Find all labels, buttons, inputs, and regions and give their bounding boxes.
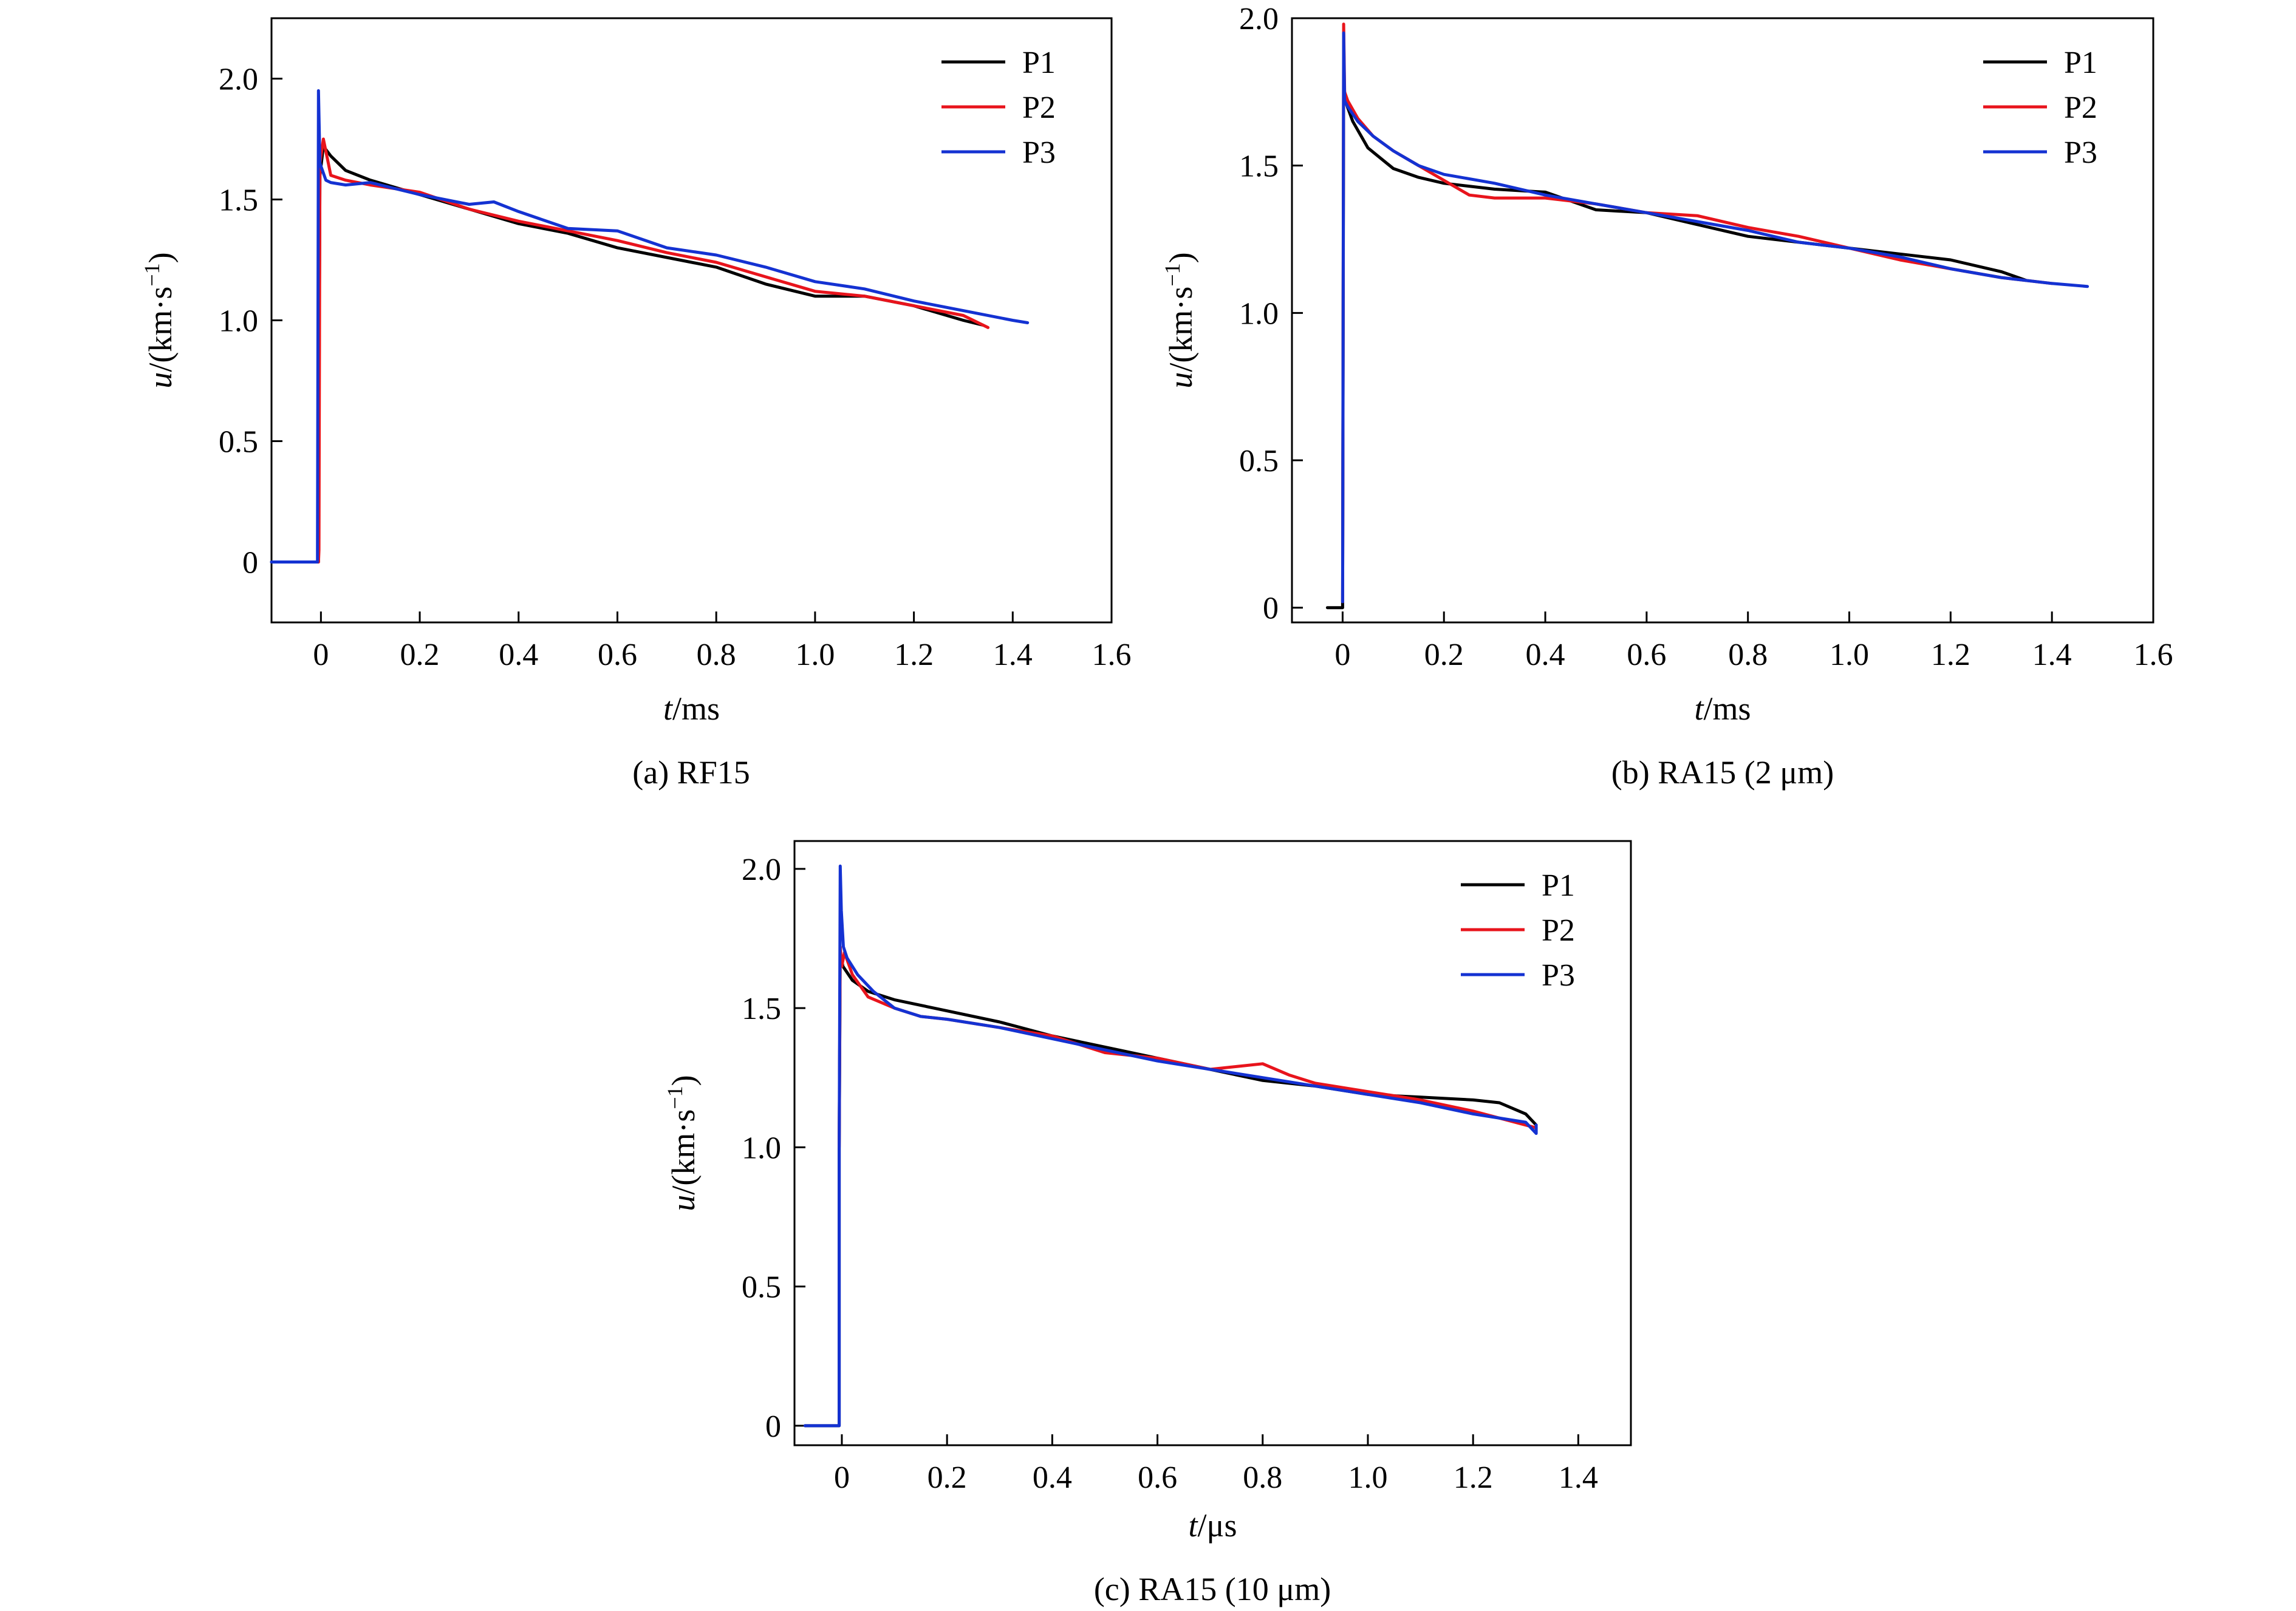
y-tick-label: 1.0 [1239, 296, 1279, 331]
y-tick-label: 2.0 [742, 853, 781, 887]
y-axis-label: u/(km·s−1) [1160, 252, 1199, 388]
x-tick-label: 1.4 [993, 638, 1033, 672]
x-tick-label: 0.6 [1138, 1460, 1177, 1495]
x-axis-label: t/ms [1694, 690, 1751, 727]
y-tick-label: 0 [242, 546, 258, 581]
chart-caption: (c) RA15 (10 μm) [1094, 1571, 1331, 1607]
x-tick-label: 0.8 [1728, 638, 1768, 672]
chart-caption: (a) RF15 [632, 754, 750, 791]
x-tick-label: 1.6 [2134, 638, 2173, 672]
y-tick-label: 1.0 [742, 1131, 781, 1165]
x-tick-label: 1.4 [2032, 638, 2072, 672]
y-tick-label: 1.0 [219, 304, 258, 339]
x-tick-label: 0 [834, 1460, 850, 1495]
x-tick-label: 0.6 [1627, 638, 1666, 672]
legend-label-p1: P1 [1022, 46, 1056, 80]
x-tick-label: 1.4 [1559, 1460, 1598, 1495]
legend-label-p2: P2 [1542, 913, 1575, 948]
y-tick-label: 1.5 [1239, 149, 1279, 184]
chart-caption: (b) RA15 (2 μm) [1611, 754, 1834, 791]
legend-label-p3: P3 [2064, 135, 2097, 170]
plot-frame [793, 840, 1632, 1446]
x-tick-label: 0.2 [928, 1460, 967, 1495]
y-tick-label: 1.5 [219, 183, 258, 218]
x-tick-label: 1.6 [1092, 638, 1132, 672]
x-axis-label: t/μs [1189, 1507, 1237, 1544]
series-line-p2 [1341, 22, 2054, 604]
y-axis-label: u/(km·s−1) [663, 1075, 702, 1211]
x-tick-label: 0.2 [400, 638, 440, 672]
x-tick-label: 0.2 [1424, 638, 1464, 672]
x-tick-label: 0.8 [697, 638, 736, 672]
x-tick-label: 0 [313, 638, 329, 672]
legend-label-p2: P2 [2064, 90, 2097, 125]
series-line-p3 [803, 864, 1538, 1428]
x-tick-label: 0.4 [1526, 638, 1565, 672]
y-tick-label: 0.5 [1239, 444, 1279, 479]
x-tick-label: 0.6 [598, 638, 637, 672]
y-axis-label: u/(km·s−1) [140, 252, 179, 388]
chart-a: 0 0.2 0.4 0.6 0.8 1.0 1.2 1.4 1.6 0 0.5 1.0 1.5 2.0 P1… [140, 17, 1132, 791]
x-tick-label: 0.8 [1243, 1460, 1282, 1495]
legend-label-p2: P2 [1022, 90, 1056, 125]
legend-label-p1: P1 [1542, 868, 1575, 903]
y-tick-label: 1.5 [742, 992, 781, 1026]
chart-b: 0 0.2 0.4 0.6 0.8 1.0 1.2 1.4 1.6 0 0.5 1.0 1.5 2.0 P1… [1160, 2, 2173, 791]
x-tick-label: 1.2 [894, 638, 934, 672]
series-line-p3 [1341, 31, 2089, 604]
x-tick-label: 1.0 [795, 638, 835, 672]
x-tick-label: 1.0 [1348, 1460, 1387, 1495]
y-tick-label: 0 [765, 1409, 781, 1444]
x-tick-label: 0 [1334, 638, 1350, 672]
series-line-p3 [270, 89, 1030, 564]
series-line-p1 [270, 145, 985, 564]
x-tick-label: 1.2 [1454, 1460, 1493, 1495]
plot-frame [1291, 17, 2154, 624]
series-line-p2 [316, 137, 990, 564]
legend-label-p1: P1 [2064, 46, 2097, 80]
y-tick-label: 2.0 [219, 63, 258, 97]
series-line-p1 [1325, 75, 2028, 610]
x-tick-label: 1.0 [1830, 638, 1869, 672]
plot-frame [270, 17, 1113, 624]
x-tick-label: 1.2 [1931, 638, 1970, 672]
x-tick-label: 0.4 [499, 638, 538, 672]
legend-label-p3: P3 [1022, 135, 1056, 170]
x-axis-label: t/ms [663, 690, 720, 727]
series-line-p1 [803, 950, 1538, 1428]
y-tick-label: 0 [1263, 591, 1279, 626]
legend-label-p3: P3 [1542, 958, 1575, 993]
x-tick-label: 0.4 [1033, 1460, 1072, 1495]
y-tick-label: 0.5 [742, 1270, 781, 1305]
series-line-p2 [838, 945, 1538, 1149]
y-tick-label: 2.0 [1239, 2, 1279, 36]
chart-c: 0 0.2 0.4 0.6 0.8 1.0 1.2 1.4 0 0.5 1.0 1.5 2.0 P1 P2 P… [663, 840, 1632, 1607]
y-tick-label: 0.5 [219, 425, 258, 460]
